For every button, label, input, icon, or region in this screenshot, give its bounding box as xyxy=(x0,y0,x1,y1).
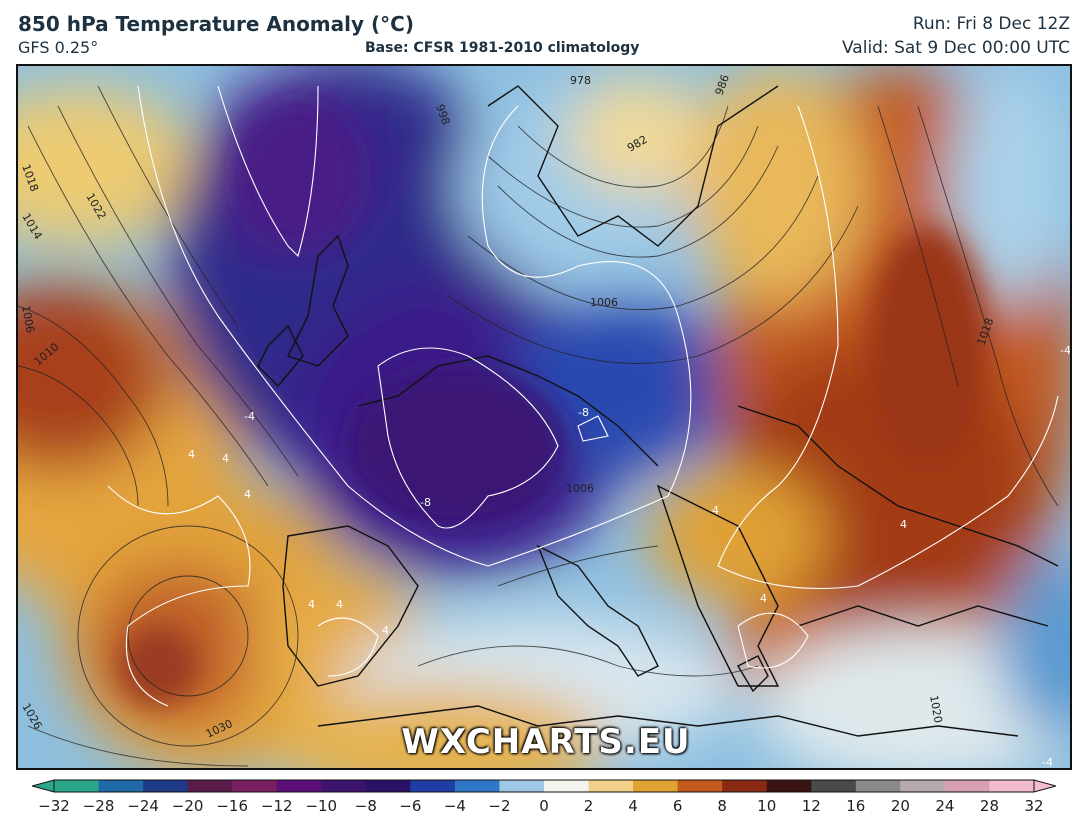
colorbar-tick-label: 12 xyxy=(801,797,821,815)
colorbar-cell xyxy=(989,780,1035,792)
watermark-logo: WXCHARTS.EU xyxy=(401,722,691,762)
colorbar-tick-label: 20 xyxy=(890,797,910,815)
base-climatology-label: Base: CFSR 1981-2010 climatology xyxy=(365,40,640,56)
anomaly-detail xyxy=(118,106,988,706)
run-time-label: Run: Fri 8 Dec 12Z xyxy=(912,14,1070,34)
colorbar-cell xyxy=(365,780,411,792)
colorbar-max-arrow xyxy=(1033,779,1056,793)
colorbar-cell xyxy=(321,780,367,792)
isobar-label: 1006 xyxy=(590,296,618,309)
colorbar-tick-label: −12 xyxy=(260,797,293,815)
isobar-label: 1006 xyxy=(566,482,594,495)
anomaly-contours xyxy=(107,85,1059,707)
colorbar-tick-label: 6 xyxy=(672,797,683,815)
colorbar-cell xyxy=(276,780,322,792)
colorbar-min-arrow xyxy=(32,779,55,793)
colorbar-cell xyxy=(677,780,723,792)
chart-title: 850 hPa Temperature Anomaly (°C) xyxy=(18,12,414,36)
colorbar-cell xyxy=(187,780,233,792)
anomaly-label: -8 xyxy=(578,406,589,419)
anomaly-label: 4 xyxy=(336,598,343,611)
anomaly-label: 4 xyxy=(308,598,315,611)
coastlines xyxy=(257,85,1059,737)
colorbar-tick-label: −16 xyxy=(216,797,248,815)
colorbar-ticks: −32 −28 −24 −20 −16 −12 −10 −8 −6 −4 −2 0 2 4 6 8 10 12 16… xyxy=(0,797,1088,823)
colorbar-tick-label: 0 xyxy=(539,797,549,815)
colorbar-tick-label: 32 xyxy=(1024,797,1044,815)
colorbar-cell xyxy=(232,780,278,792)
colorbar-tick-label: −24 xyxy=(127,797,159,815)
colorbar-tick-label: 10 xyxy=(757,797,777,815)
colorbar-tick-label: −28 xyxy=(82,797,115,815)
anomaly-label: 4 xyxy=(760,592,767,605)
colorbar-tick-label: −4 xyxy=(443,797,466,815)
colorbar-cell xyxy=(855,780,901,792)
valid-time-label: Valid: Sat 9 Dec 00:00 UTC xyxy=(842,38,1070,58)
anomaly-label: 4 xyxy=(244,488,251,501)
colorbar-cell xyxy=(900,780,946,792)
colorbar-cell xyxy=(811,780,857,792)
anomaly-label: -4 xyxy=(1060,344,1071,357)
colorbar-cell xyxy=(944,780,990,792)
colorbar-frame xyxy=(53,779,1035,793)
anomaly-label: -4 xyxy=(1042,756,1053,769)
colorbar-tick-label: −10 xyxy=(305,797,338,815)
anomaly-label: -4 xyxy=(244,410,255,423)
anomaly-map: 978 986 982 998 1006 1018 1022 1014 1006… xyxy=(16,64,1072,770)
colorbar-tick-label: −8 xyxy=(354,797,377,815)
colorbar-tick-label: 8 xyxy=(717,797,727,815)
colorbar-cell xyxy=(722,780,768,792)
anomaly-label: 4 xyxy=(712,504,719,517)
colorbar xyxy=(32,779,1056,793)
anomaly-label-layer: -8 -8 -4 4 4 4 4 4 4 4 4 4 -4 -4 xyxy=(188,344,1071,769)
colorbar-tick-label: 28 xyxy=(979,797,999,815)
map-canvas: 978 986 982 998 1006 1018 1022 1014 1006… xyxy=(18,66,1071,769)
colorbar-tick-label: −32 xyxy=(38,797,70,815)
colorbar-cell xyxy=(98,780,144,792)
model-label: GFS 0.25° xyxy=(18,38,99,57)
isobar-label: 978 xyxy=(570,74,591,87)
colorbar-cell xyxy=(544,780,590,792)
isobars xyxy=(18,85,1059,767)
anomaly-label: 4 xyxy=(900,518,907,531)
colorbar-cell xyxy=(588,780,634,792)
isobar-label: 1020 xyxy=(927,694,945,724)
anomaly-label: 4 xyxy=(382,624,389,637)
colorbar-tick-label: 24 xyxy=(935,797,955,815)
colorbar-tick-label: 16 xyxy=(846,797,866,815)
colorbar-cell xyxy=(410,780,456,792)
colorbar-tick-label: −20 xyxy=(171,797,204,815)
colorbar-tick-label: −2 xyxy=(488,797,511,815)
anomaly-label: 4 xyxy=(188,448,195,461)
colorbar-cell xyxy=(143,780,189,792)
colorbar-cell xyxy=(766,780,812,792)
anomaly-label: -8 xyxy=(420,496,431,509)
colorbar-tick-label: 2 xyxy=(583,797,594,815)
colorbar-cell xyxy=(499,780,545,792)
anomaly-label: 4 xyxy=(222,452,229,465)
colorbar-tick-label: 4 xyxy=(628,797,638,815)
colorbar-cell xyxy=(454,780,500,792)
isobar-label: 1006 xyxy=(19,304,37,334)
colorbar-tick-label: −6 xyxy=(399,797,422,815)
colorbar-cell xyxy=(54,780,100,792)
colorbar-cell xyxy=(633,780,679,792)
